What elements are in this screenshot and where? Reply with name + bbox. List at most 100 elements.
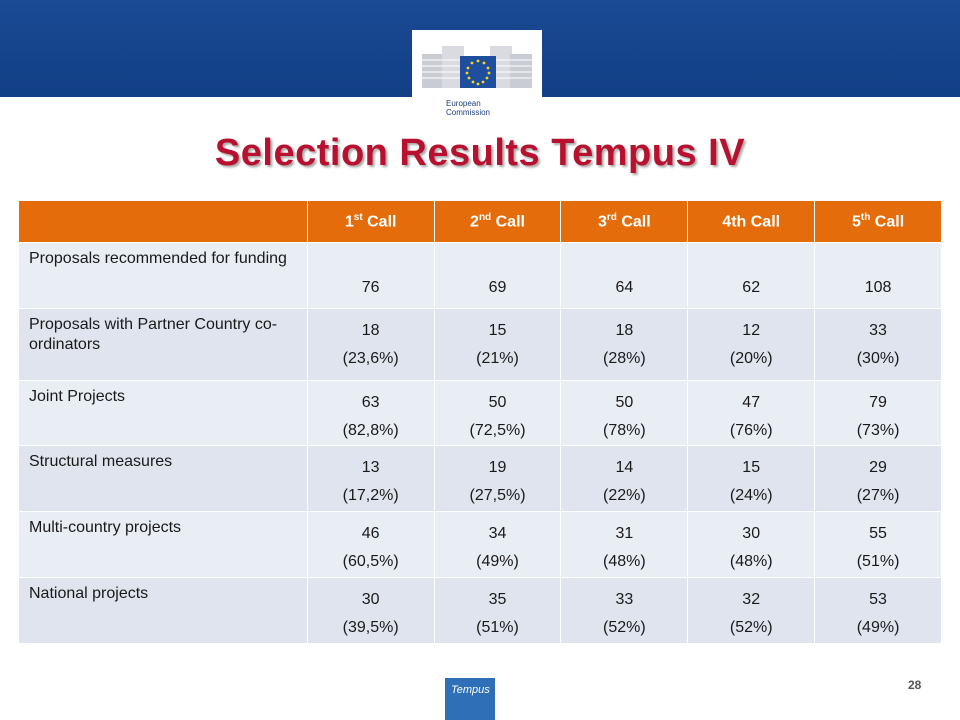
cell-count: 12 — [742, 322, 761, 339]
cell-percent: (60,5%) — [342, 553, 399, 570]
cell-count: 53 — [869, 591, 887, 608]
table-row: Multi-country projects 46 (60,5%) 34 (49%) 31… — [18, 511, 942, 578]
table-cell: 33 (30%) — [814, 308, 942, 381]
cell-count: 15 — [742, 459, 761, 476]
cell-count: 18 — [615, 322, 634, 339]
cell-percent: (72,5%) — [469, 422, 526, 439]
table-cell: 47 (76%) — [687, 380, 816, 446]
cell-percent: (48%) — [603, 553, 646, 570]
cell-count: 34 — [488, 525, 507, 542]
table-cell: 18 (28%) — [560, 308, 689, 381]
cell-count: 108 — [864, 279, 892, 296]
cell-count: 46 — [361, 525, 380, 542]
table-cell: 15 (24%) — [687, 445, 816, 512]
table-cell: 50 (72,5%) — [433, 380, 562, 446]
cell-count: 47 — [742, 394, 761, 411]
cell-percent: (48%) — [729, 553, 773, 570]
table-cell: 32 (52%) — [687, 577, 816, 644]
cell-count: 35 — [488, 591, 507, 608]
cell-count: 50 — [615, 394, 634, 411]
table-cell: 55 (51%) — [814, 511, 942, 578]
table-row: Proposals with Partner Country co-ordina… — [18, 308, 942, 381]
table-cell: 108 — [814, 242, 942, 309]
table-cell: 35 (51%) — [433, 577, 562, 644]
cell-percent: (49%) — [476, 553, 519, 570]
table-cell: 30 (48%) — [687, 511, 816, 578]
cell-count: 14 — [615, 459, 634, 476]
cell-count: 29 — [869, 459, 887, 476]
cell-percent: (76%) — [729, 422, 773, 439]
table-cell: 15 (21%) — [433, 308, 562, 381]
table-cell: 12 (20%) — [687, 308, 816, 381]
cell-percent: (73%) — [856, 422, 900, 439]
cell-percent: (21%) — [476, 350, 519, 367]
cell-count: 15 — [488, 322, 507, 339]
cell-count: 69 — [488, 279, 507, 296]
cell-count: 13 — [361, 459, 380, 476]
table-row: Joint Projects 63 (82,8%) 50 (72,5%) 50 (78%) 4… — [18, 380, 942, 446]
cell-percent: (39,5%) — [342, 619, 399, 636]
header-empty — [18, 200, 308, 243]
row-label: Proposals with Partner Country co-ordina… — [18, 308, 308, 381]
cell-count: 50 — [488, 394, 507, 411]
cell-count: 31 — [615, 525, 634, 542]
cell-percent: (82,8%) — [342, 422, 399, 439]
cell-count: 18 — [361, 322, 380, 339]
header-call-5: 5th Call — [814, 200, 942, 243]
cell-percent: (52%) — [603, 619, 646, 636]
logo-line2: Commission — [446, 108, 491, 117]
commission-building-icon — [422, 46, 532, 88]
table-cell: 79 (73%) — [814, 380, 942, 446]
cell-count: 19 — [488, 459, 507, 476]
cell-count: 79 — [869, 394, 887, 411]
table-cell: 50 (78%) — [560, 380, 689, 446]
cell-percent: (20%) — [729, 350, 773, 367]
cell-count: 76 — [361, 279, 380, 296]
cell-percent: (22%) — [603, 487, 646, 504]
cell-count: 33 — [615, 591, 634, 608]
row-label: National projects — [18, 577, 308, 644]
table-cell: 31 (48%) — [560, 511, 689, 578]
table-cell: 53 (49%) — [814, 577, 942, 644]
cell-percent: (51%) — [856, 553, 900, 570]
header-call-4: 4th Call — [687, 200, 816, 243]
cell-percent: (78%) — [603, 422, 646, 439]
header-call-1: 1st Call — [306, 200, 435, 243]
cell-count: 63 — [361, 394, 380, 411]
page-number: 28 — [908, 678, 922, 692]
cell-percent: (51%) — [476, 619, 519, 636]
cell-count: 55 — [869, 525, 887, 542]
cell-percent: (52%) — [729, 619, 773, 636]
row-label: Proposals recommended for funding — [18, 242, 308, 309]
header-call-3: 3rd Call — [560, 200, 689, 243]
row-label: Structural measures — [18, 445, 308, 512]
table-cell: 64 — [560, 242, 689, 309]
table-row: Structural measures 13 (17,2%) 19 (27,5%) 14 (… — [18, 445, 942, 512]
cell-count: 32 — [742, 591, 761, 608]
cell-percent: (23,6%) — [342, 350, 399, 367]
tempus-logo: Tempus — [445, 678, 495, 720]
cell-percent: (28%) — [603, 350, 646, 367]
table-cell: 13 (17,2%) — [306, 445, 435, 512]
cell-count: 62 — [742, 279, 761, 296]
cell-count: 30 — [742, 525, 761, 542]
cell-count: 33 — [869, 322, 887, 339]
table-cell: 29 (27%) — [814, 445, 942, 512]
table-cell: 19 (27,5%) — [433, 445, 562, 512]
table-cell: 34 (49%) — [433, 511, 562, 578]
table-row: Proposals recommended for funding 76 69 64 6… — [18, 242, 942, 309]
cell-percent: (27%) — [856, 487, 900, 504]
table-row: National projects 30 (39,5%) 35 (51%) 33 (52%)… — [18, 577, 942, 644]
logo-text: European Commission — [446, 99, 490, 117]
table-cell: 76 — [306, 242, 435, 309]
logo-line1: European — [446, 99, 481, 108]
table-cell: 30 (39,5%) — [306, 577, 435, 644]
cell-count: 30 — [361, 591, 380, 608]
table-cell: 62 — [687, 242, 816, 309]
table-cell: 33 (52%) — [560, 577, 689, 644]
cell-percent: (24%) — [729, 487, 773, 504]
table-header-row: 1st Call 2nd Call 3rd Call 4th Call 5th … — [18, 200, 942, 243]
cell-percent: (49%) — [856, 619, 900, 636]
table-body: Proposals recommended for funding 76 69 64 6… — [18, 242, 942, 644]
row-label: Multi-country projects — [18, 511, 308, 578]
